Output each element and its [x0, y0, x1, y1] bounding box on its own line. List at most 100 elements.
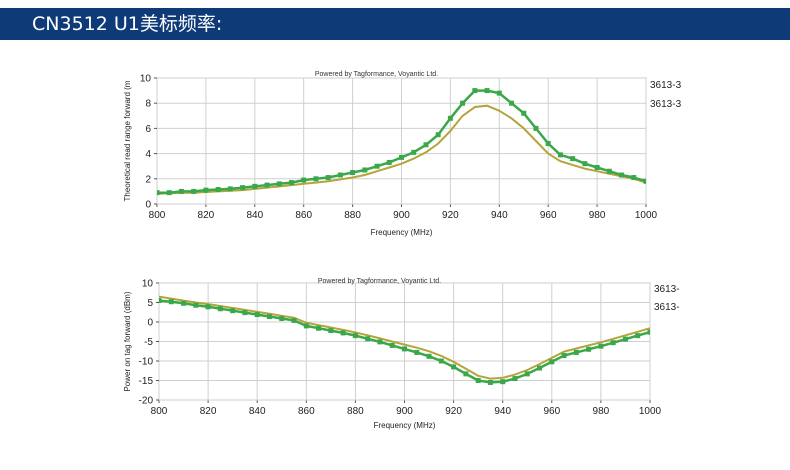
y-tick-label: 4: [145, 149, 151, 160]
data-point: [509, 100, 515, 106]
data-point: [545, 141, 551, 147]
series-line: [157, 104, 646, 195]
legend-entry: 3613-: [654, 302, 680, 313]
y-tick-label: 0: [147, 318, 153, 329]
y-tick-label: 6: [145, 124, 151, 135]
series-1: [159, 295, 650, 380]
x-tick-label: 860: [295, 210, 312, 221]
x-tick-label: 1000: [639, 406, 662, 417]
data-point: [325, 175, 331, 181]
data-point: [242, 310, 248, 316]
data-point: [512, 376, 518, 382]
data-point: [266, 314, 272, 320]
data-point: [191, 188, 197, 194]
x-axis-label: Frequency (MHz): [374, 421, 436, 430]
data-point: [426, 353, 432, 359]
data-point: [463, 371, 469, 377]
series-1: [157, 104, 646, 195]
power-on-tag-chart: 800 820 840 860 880 900 920 940 960 980 1000 10 5 0 -5…: [123, 278, 680, 430]
x-tick-label: 960: [540, 210, 557, 221]
y-tick-label: 8: [145, 99, 151, 110]
data-point: [301, 177, 307, 183]
data-point: [377, 339, 383, 345]
data-point: [288, 180, 294, 186]
data-point: [631, 175, 637, 181]
data-point: [484, 88, 490, 94]
chart-subtitle: Powered by Tagformance, Voyantic Ltd.: [318, 278, 441, 285]
data-point: [168, 299, 174, 305]
x-tick-label: 980: [589, 210, 606, 221]
x-tick-label: 900: [393, 210, 410, 221]
data-point: [570, 156, 576, 162]
x-tick-label: 820: [200, 406, 217, 417]
y-tick-label: -10: [139, 357, 154, 368]
data-point: [316, 325, 322, 331]
x-tick-label: 920: [442, 210, 459, 221]
x-tick-label: 940: [491, 210, 508, 221]
x-tick-label: 920: [445, 406, 462, 417]
legend-entry: 3613-3: [650, 99, 682, 110]
data-point: [635, 333, 641, 339]
y-tick-label: 10: [140, 74, 152, 85]
y-tick-label: -20: [139, 396, 154, 407]
data-point: [606, 168, 612, 174]
x-tick-label: 800: [151, 406, 168, 417]
data-point: [203, 187, 209, 193]
series-0: [157, 88, 646, 196]
data-point: [362, 167, 368, 173]
data-point: [350, 170, 356, 175]
x-axis-label: Frequency (MHz): [371, 228, 433, 237]
data-point: [303, 323, 309, 329]
data-point: [500, 379, 506, 385]
data-point: [582, 161, 588, 167]
data-point: [291, 317, 297, 323]
y-tick-label: 10: [142, 279, 154, 290]
read-range-chart: 800 820 840 860 880 900 920 940 960 980 1000 0 2 4 6 8 1…: [123, 71, 682, 237]
data-point: [157, 190, 160, 196]
header-banner: CN3512 U1美标频率:: [0, 8, 790, 40]
x-tick-label: 880: [344, 210, 361, 221]
data-point: [254, 312, 260, 318]
data-point: [340, 330, 346, 336]
data-point: [451, 364, 457, 370]
x-tick-label: 860: [298, 406, 315, 417]
data-point: [374, 163, 380, 169]
data-point: [549, 359, 555, 365]
legend-entry: 3613-3: [650, 80, 682, 91]
data-point: [276, 181, 282, 187]
data-point: [472, 88, 478, 94]
data-point: [337, 172, 343, 178]
series-0: [159, 298, 650, 385]
data-point: [313, 176, 319, 182]
x-tick-label: 900: [396, 406, 413, 417]
page-title: CN3512 U1美标频率:: [32, 13, 223, 35]
series-line: [159, 295, 650, 380]
data-point: [328, 328, 334, 334]
data-point: [178, 188, 184, 194]
data-point: [475, 378, 481, 383]
x-tick-label: 1000: [635, 210, 658, 221]
data-point: [215, 187, 221, 193]
data-point: [537, 365, 543, 371]
data-point: [533, 125, 539, 131]
data-point: [205, 304, 211, 310]
y-tick-label: 0: [145, 200, 151, 211]
data-point: [496, 90, 502, 96]
data-point: [619, 172, 625, 178]
y-tick-label: 5: [147, 298, 153, 309]
y-axis-label: Power on tag forward (dBm): [123, 291, 132, 391]
data-point: [166, 190, 172, 196]
x-tick-label: 960: [543, 406, 560, 417]
data-point: [414, 349, 420, 355]
data-point: [435, 132, 441, 138]
data-point: [193, 302, 199, 308]
data-point: [647, 329, 650, 335]
x-tick-label: 940: [494, 406, 511, 417]
data-point: [643, 178, 646, 184]
data-point: [159, 298, 162, 304]
data-point: [389, 342, 395, 348]
data-point: [561, 353, 567, 359]
data-point: [598, 343, 604, 349]
data-point: [594, 164, 600, 170]
